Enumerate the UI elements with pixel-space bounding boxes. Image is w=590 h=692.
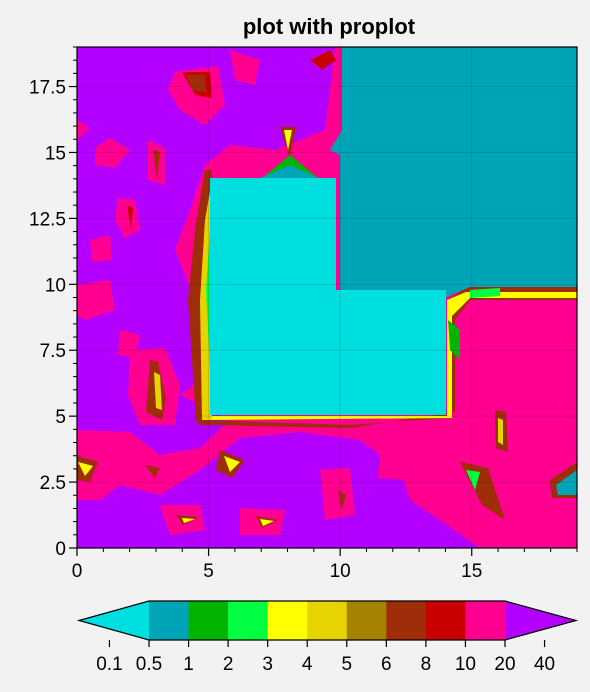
colorbar-tick-label: 1: [183, 654, 194, 675]
contour-band-0.5-1-notch: [260, 165, 318, 178]
x-tick-labels: 0 5 10 15: [72, 561, 483, 582]
colorbar-tick-label: 2: [223, 654, 234, 675]
y-tick-label: 12.5: [29, 209, 66, 230]
colorbar-segment: [465, 601, 506, 640]
y-tick-label: 5: [55, 407, 66, 428]
colorbar-segment: [346, 601, 387, 640]
y-tick-label: 0: [55, 539, 66, 560]
y-tick-labels: 0 2.5 5 7.5 10 12.5 15 17.5: [29, 78, 66, 560]
x-tick-label: 10: [330, 561, 351, 582]
y-tick-label: 10: [45, 275, 66, 296]
contour-band-3-6: [78, 130, 577, 526]
y-tick-label: 17.5: [29, 78, 66, 99]
colorbar-tick-label: 8: [421, 654, 432, 675]
contour-band-0.5-1: [330, 47, 577, 300]
colorbar-tick-label: 0.1: [96, 654, 122, 675]
colorbar-tick-label: 20: [494, 654, 515, 675]
contour-band-0.1-0.5: [210, 178, 446, 415]
axis-ticks: [69, 46, 578, 556]
x-tick-label: 0: [72, 561, 83, 582]
colorbar: 0.1 0.5 1 2 3 4 5 6 8 10 20 40: [76, 600, 579, 675]
y-tick-label: 15: [45, 143, 66, 164]
colorbar-segment: [267, 601, 308, 640]
colorbar-segment: [307, 601, 348, 640]
colorbar-segment: [386, 601, 427, 640]
colorbar-tick-label: 4: [302, 654, 313, 675]
colorbar-segment: [188, 601, 229, 640]
colorbar-segment: [149, 601, 190, 640]
colorbar-extend-low: [79, 601, 149, 640]
colorbar-segment: [425, 601, 466, 640]
colorbar-tick-label: 5: [341, 654, 352, 675]
colorbar-tick-label: 10: [455, 654, 476, 675]
colorbar-tick-label: 3: [262, 654, 273, 675]
y-tick-label: 7.5: [40, 341, 66, 362]
colorbar-tick-label: 40: [534, 654, 555, 675]
colorbar-tick-label: 0.5: [136, 654, 162, 675]
colorbar-tick-label: 6: [381, 654, 392, 675]
chart-title: plot with proplot: [243, 14, 416, 39]
x-tick-label: 5: [203, 561, 214, 582]
colorbar-segment: [228, 601, 269, 640]
y-tick-label: 2.5: [40, 473, 66, 494]
grid-lines: [77, 47, 577, 548]
plot-area: [77, 47, 577, 548]
colorbar-extend-high: [505, 601, 576, 640]
x-tick-label: 15: [461, 561, 482, 582]
